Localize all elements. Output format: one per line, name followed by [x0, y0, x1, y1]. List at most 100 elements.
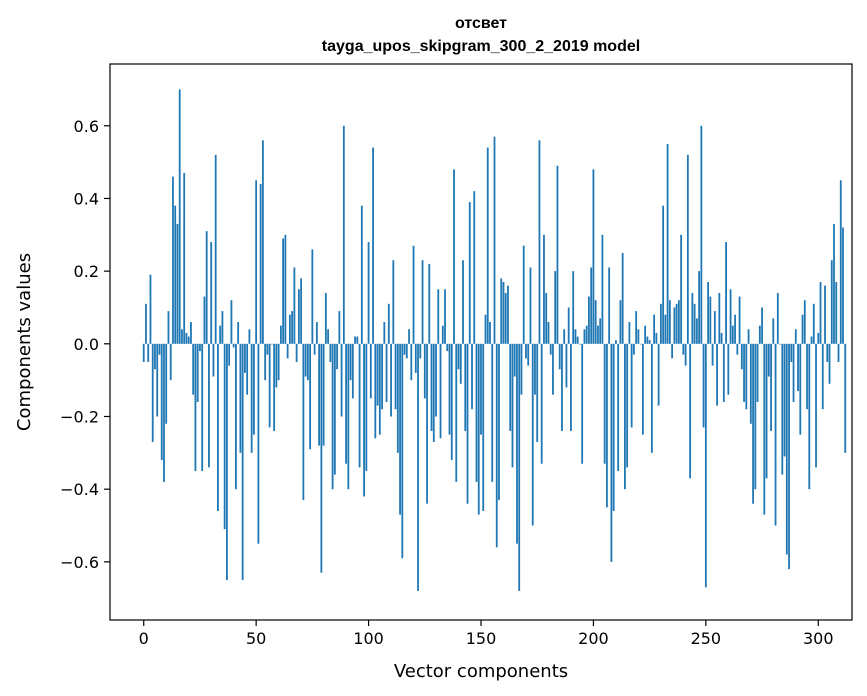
x-tick-label: 100: [353, 629, 384, 648]
bar-component-192: [574, 329, 577, 344]
bar-component-225: [648, 340, 651, 344]
bar-component-203: [599, 318, 602, 344]
bar-component-258: [722, 343, 725, 402]
bar-component-156: [493, 136, 496, 344]
bar-component-69: [297, 289, 300, 344]
bar-component-312: [844, 343, 847, 453]
bar-component-169: [522, 245, 525, 344]
bar-component-18: [183, 173, 186, 344]
bar-component-161: [504, 292, 507, 344]
bar-component-246: [695, 318, 698, 344]
bar-component-185: [558, 343, 561, 370]
bar-component-145: [468, 202, 471, 344]
bar-component-67: [293, 267, 296, 344]
bar-component-14: [174, 205, 177, 344]
bar-component-61: [279, 325, 282, 344]
bar-component-283: [779, 343, 781, 345]
bar-component-51: [257, 343, 260, 544]
y-tick-label: −0.2: [60, 407, 99, 426]
bar-component-59: [275, 343, 278, 388]
chart-subtitle: tayga_upos_skipgram_300_2_2019 model: [322, 38, 640, 55]
bar-component-152: [484, 314, 487, 344]
bar-component-101: [369, 343, 372, 399]
bar-component-218: [633, 343, 635, 355]
bar-component-79: [320, 343, 323, 573]
bar-component-150: [480, 343, 482, 435]
bar-component-94: [354, 336, 356, 344]
bar-component-137: [450, 343, 453, 461]
bar-component-9: [163, 343, 165, 482]
x-tick-label: 0: [139, 629, 149, 648]
bar-component-229: [657, 343, 660, 406]
bar-component-294: [803, 300, 806, 344]
bar-component-71: [302, 343, 305, 501]
bar-component-136: [448, 343, 451, 435]
bar-component-268: [745, 343, 748, 410]
bar-component-262: [731, 325, 734, 344]
bar-component-159: [500, 278, 503, 344]
bar-component-16: [178, 89, 181, 344]
bar-component-53: [262, 140, 264, 344]
bar-component-223: [644, 325, 647, 344]
bar-component-309: [837, 343, 840, 362]
bar-component-249: [702, 343, 705, 428]
bar-component-95: [356, 336, 359, 344]
bar-component-234: [668, 300, 671, 344]
bar-component-281: [774, 343, 777, 526]
bar-component-202: [597, 325, 599, 344]
bar-component-224: [646, 336, 649, 344]
x-tick-label: 200: [578, 629, 609, 648]
bar-component-178: [543, 234, 545, 344]
bar-component-49: [253, 343, 255, 435]
bar-component-57: [270, 343, 273, 345]
y-tick-label: −0.4: [60, 480, 99, 499]
bar-component-286: [785, 343, 788, 555]
bar-component-255: [716, 343, 718, 406]
x-tick-label: 300: [803, 629, 834, 648]
bar-component-42: [237, 322, 240, 344]
bar-component-299: [815, 343, 817, 468]
bar-component-10: [165, 343, 168, 424]
bar-component-76: [313, 343, 316, 355]
bar-component-17: [181, 329, 183, 344]
bar-component-221: [639, 343, 642, 345]
bar-component-158: [498, 343, 500, 501]
bar-component-89: [342, 125, 345, 344]
bar-component-80: [322, 343, 325, 446]
bar-component-297: [810, 336, 813, 344]
bar-component-62: [282, 238, 285, 344]
bar-component-139: [455, 343, 458, 482]
bar-component-311: [842, 227, 844, 344]
bar-component-154: [489, 322, 491, 344]
bar-component-12: [169, 343, 172, 381]
bar-component-304: [826, 343, 829, 362]
bar-component-7: [158, 343, 161, 355]
bar-component-5: [154, 343, 156, 370]
bar-component-37: [226, 343, 228, 581]
bar-component-182: [552, 343, 554, 395]
bar-component-24: [196, 343, 199, 402]
bar-component-208: [610, 343, 613, 562]
bar-component-242: [686, 154, 689, 344]
bar-component-296: [808, 343, 811, 490]
bar-component-31: [212, 343, 215, 377]
bar-component-303: [824, 285, 826, 344]
bar-component-271: [752, 343, 754, 504]
bar-component-291: [797, 343, 799, 392]
bar-component-70: [300, 278, 303, 344]
bar-component-120: [412, 245, 415, 344]
bar-component-188: [565, 343, 568, 388]
bar-component-280: [772, 318, 775, 344]
bar-component-222: [641, 343, 644, 435]
bar-component-276: [763, 343, 766, 515]
bar-component-211: [617, 343, 620, 472]
bar-component-134: [444, 289, 446, 344]
chart-title: отсвет: [455, 15, 507, 32]
bar-component-81: [324, 292, 327, 344]
bar-component-238: [677, 300, 680, 344]
bar-component-143: [464, 343, 467, 432]
bar-component-226: [650, 343, 653, 453]
bar-component-133: [441, 325, 444, 344]
bar-component-123: [419, 343, 422, 359]
bar-component-177: [540, 343, 543, 464]
